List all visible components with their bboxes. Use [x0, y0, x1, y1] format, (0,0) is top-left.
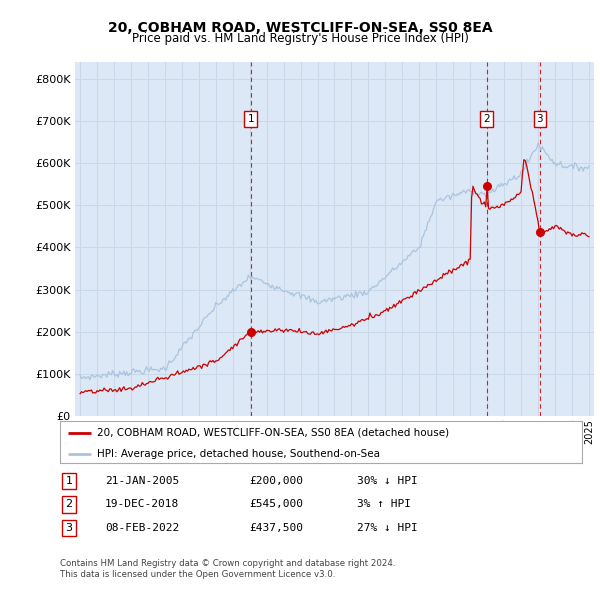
Text: Contains HM Land Registry data © Crown copyright and database right 2024.: Contains HM Land Registry data © Crown c…	[60, 559, 395, 568]
Text: 08-FEB-2022: 08-FEB-2022	[105, 523, 179, 533]
Text: 3% ↑ HPI: 3% ↑ HPI	[357, 500, 411, 509]
Text: 30% ↓ HPI: 30% ↓ HPI	[357, 476, 418, 486]
Text: This data is licensed under the Open Government Licence v3.0.: This data is licensed under the Open Gov…	[60, 571, 335, 579]
Text: £437,500: £437,500	[249, 523, 303, 533]
Text: 20, COBHAM ROAD, WESTCLIFF-ON-SEA, SS0 8EA (detached house): 20, COBHAM ROAD, WESTCLIFF-ON-SEA, SS0 8…	[97, 428, 449, 438]
Text: 19-DEC-2018: 19-DEC-2018	[105, 500, 179, 509]
Text: 1: 1	[247, 114, 254, 123]
Text: 2: 2	[484, 114, 490, 123]
Text: 27% ↓ HPI: 27% ↓ HPI	[357, 523, 418, 533]
Text: 2: 2	[65, 500, 73, 509]
Text: 20, COBHAM ROAD, WESTCLIFF-ON-SEA, SS0 8EA: 20, COBHAM ROAD, WESTCLIFF-ON-SEA, SS0 8…	[107, 21, 493, 35]
Text: £545,000: £545,000	[249, 500, 303, 509]
Text: Price paid vs. HM Land Registry's House Price Index (HPI): Price paid vs. HM Land Registry's House …	[131, 32, 469, 45]
Text: HPI: Average price, detached house, Southend-on-Sea: HPI: Average price, detached house, Sout…	[97, 449, 380, 459]
Text: 21-JAN-2005: 21-JAN-2005	[105, 476, 179, 486]
Text: 1: 1	[65, 476, 73, 486]
Text: 3: 3	[65, 523, 73, 533]
Text: 3: 3	[536, 114, 543, 123]
Text: £200,000: £200,000	[249, 476, 303, 486]
